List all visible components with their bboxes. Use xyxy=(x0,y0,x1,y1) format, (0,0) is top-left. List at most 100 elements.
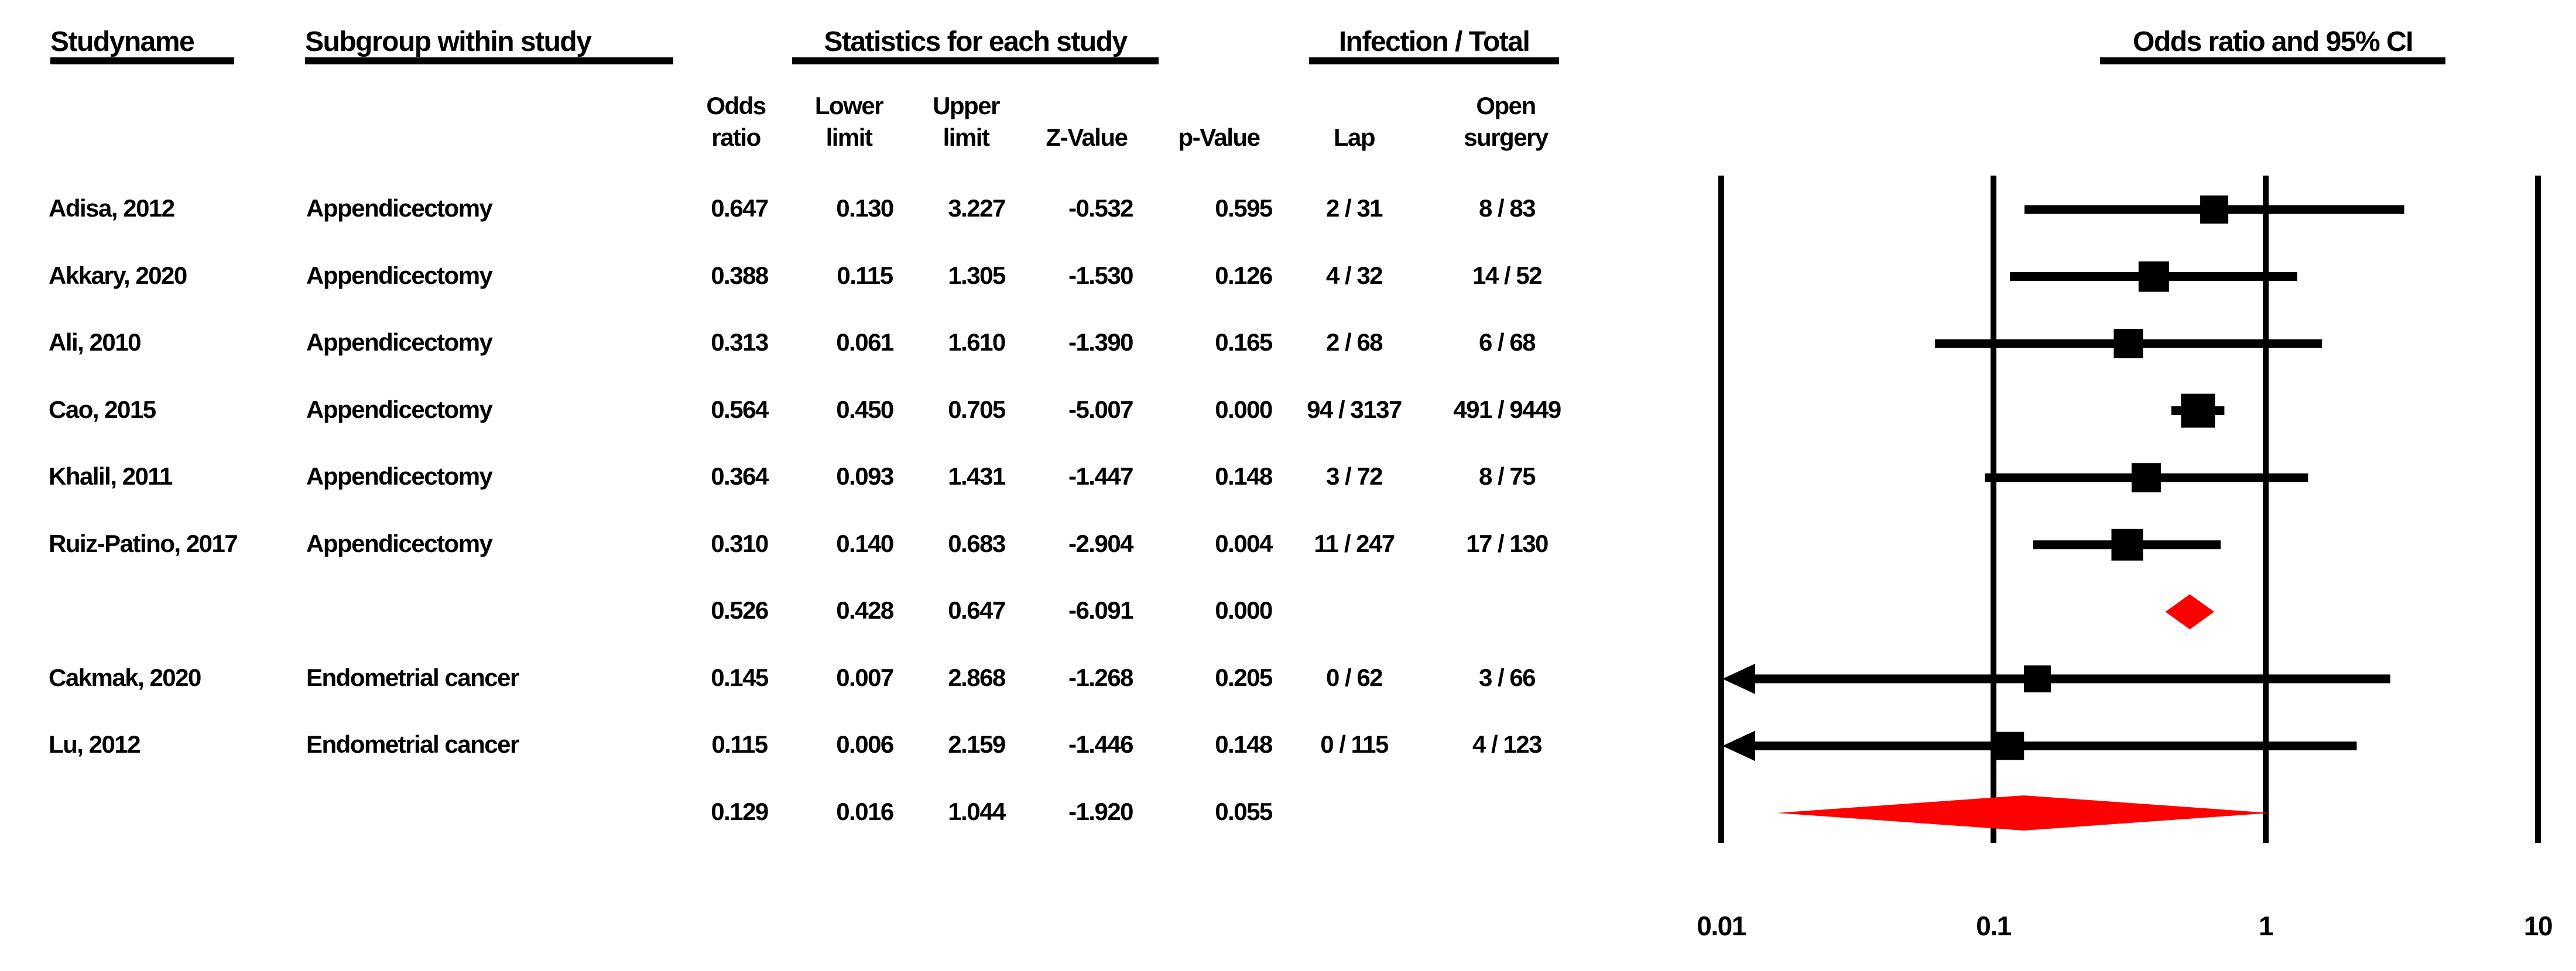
tick-label-10: 10 xyxy=(2524,911,2552,941)
tick-label-1: 1 xyxy=(2259,911,2273,941)
value-open: 8 / 75 xyxy=(1478,462,1536,490)
or-square xyxy=(1996,732,2025,760)
value-upper: 0.647 xyxy=(948,596,1006,625)
underline-studyname xyxy=(50,57,234,64)
subgroup-name: Appendicectomy xyxy=(306,529,493,557)
underline-infection xyxy=(1309,57,1559,64)
value-upper: 2.159 xyxy=(948,730,1006,759)
value-z: -1.920 xyxy=(1068,797,1134,825)
study-name: Adisa, 2012 xyxy=(49,194,175,222)
value-or: 0.364 xyxy=(711,462,769,490)
value-z: -2.904 xyxy=(1068,529,1134,557)
col-header-odds-ratio: Odds ratio xyxy=(706,92,766,151)
value-upper: 1.610 xyxy=(948,328,1006,356)
value-upper: 0.705 xyxy=(948,395,1006,423)
subgroup-name: Appendicectomy xyxy=(306,462,493,490)
value-p: 0.148 xyxy=(1215,730,1273,759)
tick-label-0.01: 0.01 xyxy=(1697,911,1746,941)
value-lap: 2 / 68 xyxy=(1325,328,1383,356)
subgroup-name: Appendicectomy xyxy=(306,194,493,222)
underline-statistics xyxy=(792,57,1159,64)
value-lap: 0 / 62 xyxy=(1325,663,1383,691)
value-lap: 4 / 32 xyxy=(1325,261,1383,289)
value-upper: 1.305 xyxy=(948,261,1006,289)
value-lower: 0.130 xyxy=(836,194,894,222)
value-open: 4 / 123 xyxy=(1472,730,1542,759)
value-p: 0.000 xyxy=(1215,395,1273,423)
value-lap: 2 / 31 xyxy=(1325,194,1383,222)
or-square xyxy=(2181,393,2215,428)
value-upper: 1.044 xyxy=(948,797,1006,825)
value-z: -5.007 xyxy=(1068,395,1134,423)
study-name: Lu, 2012 xyxy=(49,730,141,759)
value-lower: 0.016 xyxy=(836,797,894,825)
col-header-lap: Lap xyxy=(1333,123,1376,151)
study-name: Akkary, 2020 xyxy=(49,261,187,289)
value-p: 0.055 xyxy=(1215,797,1273,825)
value-z: -1.390 xyxy=(1068,328,1134,356)
value-z: -1.530 xyxy=(1068,261,1134,289)
value-lap: 11 / 247 xyxy=(1314,529,1395,557)
subgroup-name: Appendicectomy xyxy=(306,261,493,289)
value-upper: 1.431 xyxy=(948,462,1006,490)
col-header-lower-limit: Lower limit xyxy=(814,92,884,151)
value-lower: 0.140 xyxy=(836,529,894,557)
or-square xyxy=(2113,329,2143,359)
value-lap: 94 / 3137 xyxy=(1307,395,1402,423)
column-group-title-infection-total: Infection / Total xyxy=(1338,26,1530,57)
value-or: 0.526 xyxy=(711,596,769,625)
value-upper: 0.683 xyxy=(948,529,1006,557)
left-arrow-icon xyxy=(1722,663,1755,694)
value-p: 0.165 xyxy=(1215,328,1273,356)
value-z: -1.268 xyxy=(1068,663,1134,691)
study-name: Cakmak, 2020 xyxy=(49,663,201,691)
or-square xyxy=(2138,261,2169,292)
value-p: 0.126 xyxy=(1215,261,1273,289)
study-name: Ali, 2010 xyxy=(49,328,141,356)
value-p: 0.205 xyxy=(1215,663,1273,691)
value-or: 0.310 xyxy=(711,529,769,557)
value-or: 0.129 xyxy=(711,797,769,825)
col-header-p-value: p-Value xyxy=(1178,123,1260,151)
value-or: 0.564 xyxy=(711,395,769,423)
value-open: 3 / 66 xyxy=(1478,663,1536,691)
value-or: 0.313 xyxy=(711,328,769,356)
column-group-title-statistics: Statistics for each study xyxy=(824,26,1128,57)
study-name: Ruiz-Patino, 2017 xyxy=(49,529,238,557)
value-or: 0.145 xyxy=(711,663,769,691)
value-upper: 2.868 xyxy=(948,663,1006,691)
value-z: -0.532 xyxy=(1068,194,1134,222)
value-open: 8 / 83 xyxy=(1478,194,1536,222)
value-open: 491 / 9449 xyxy=(1453,395,1561,423)
subgroup-name: Endometrial cancer xyxy=(306,730,519,759)
value-lap: 0 / 115 xyxy=(1320,730,1389,759)
column-group-title-subgroup: Subgroup within study xyxy=(305,26,592,57)
left-arrow-icon xyxy=(1722,730,1755,761)
column-group-title-studyname: Studyname xyxy=(50,26,195,57)
study-name: Khalil, 2011 xyxy=(49,462,173,490)
value-upper: 3.227 xyxy=(948,194,1006,222)
summary-diamond xyxy=(1776,795,2271,831)
subgroup-name: Appendicectomy xyxy=(306,395,493,423)
col-header-upper-limit: Upper limit xyxy=(933,92,1000,151)
value-or: 0.115 xyxy=(711,730,768,759)
value-lower: 0.006 xyxy=(836,730,894,759)
value-p: 0.000 xyxy=(1215,596,1273,625)
underline-subgroup xyxy=(305,57,673,64)
subgroup-name: Endometrial cancer xyxy=(306,663,519,691)
value-lower: 0.093 xyxy=(836,462,894,490)
or-square xyxy=(2200,195,2229,224)
value-lower: 0.115 xyxy=(837,261,893,289)
or-square xyxy=(2024,665,2051,692)
value-open: 6 / 68 xyxy=(1478,328,1536,356)
value-lower: 0.450 xyxy=(836,395,894,423)
or-square xyxy=(2131,463,2161,493)
or-square xyxy=(2111,529,2143,561)
subgroup-name: Appendicectomy xyxy=(306,328,493,356)
value-or: 0.647 xyxy=(711,194,769,222)
value-z: -6.091 xyxy=(1068,596,1134,625)
value-lap: 3 / 72 xyxy=(1325,462,1383,490)
value-lower: 0.007 xyxy=(836,663,894,691)
